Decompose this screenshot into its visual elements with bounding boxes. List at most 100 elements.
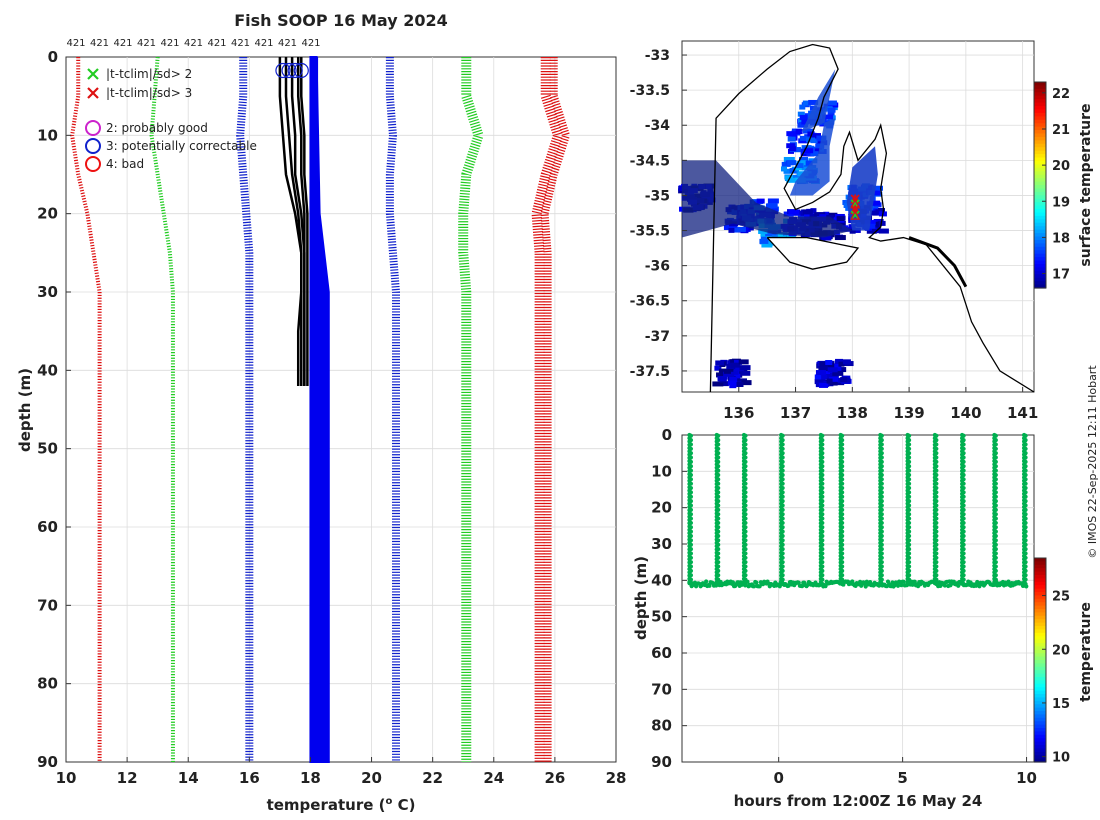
timeseries-y-tick-label: 0 (662, 426, 672, 444)
timeseries-point (934, 433, 939, 438)
timeseries-point (716, 568, 721, 573)
timeseries-point (716, 485, 721, 491)
timeseries-point (716, 564, 721, 569)
timeseries-point (1023, 490, 1028, 495)
timeseries-colorbar-segment (1034, 700, 1046, 705)
timeseries-point (934, 516, 939, 521)
map-colorbar-segment (1034, 263, 1046, 268)
timeseries-point (993, 494, 998, 499)
timeseries-point (934, 446, 939, 451)
timeseries-point (993, 525, 998, 530)
timeseries-point (961, 529, 966, 534)
profile-blue-band (309, 56, 330, 763)
timeseries-point (961, 525, 966, 530)
sst-cell (838, 361, 845, 367)
timeseries-point (1023, 507, 1028, 512)
profile-y-tick-label: 90 (37, 753, 58, 771)
timeseries-point (743, 503, 748, 508)
timeseries-point (934, 551, 939, 556)
timeseries-point (1023, 512, 1028, 517)
timeseries-point (906, 485, 912, 491)
timeseries-point (906, 542, 912, 547)
timeseries-point (961, 433, 966, 438)
timeseries-point (780, 507, 785, 512)
timeseries-point (743, 481, 748, 486)
timeseries-point (840, 472, 845, 478)
map-colorbar-segment (1034, 257, 1046, 262)
timeseries-point (934, 459, 939, 464)
measured-profile (300, 57, 309, 386)
sst-cell (736, 378, 748, 384)
map-x-tick-label: 140 (950, 404, 981, 422)
timeseries-point (993, 546, 998, 552)
profile-y-tick-label: 0 (48, 48, 58, 66)
map-colorbar-segment (1034, 119, 1046, 124)
sst-cell (819, 361, 831, 367)
legend-label: 4: bad (106, 157, 144, 171)
timeseries-point (688, 516, 694, 521)
timeseries-point (1023, 573, 1028, 578)
timeseries-point (993, 472, 998, 478)
sst-cell (827, 367, 838, 373)
timeseries-point (716, 533, 721, 539)
timeseries-point (879, 481, 884, 486)
timeseries-point (906, 507, 912, 512)
timeseries-point (688, 560, 694, 565)
timeseries-point (879, 520, 884, 526)
timeseries-point (840, 499, 845, 504)
timeseries-point (840, 464, 845, 469)
timeseries-point (934, 581, 939, 587)
timeseries-point (934, 573, 939, 578)
timeseries-point (688, 525, 694, 530)
map-colorbar-segment (1034, 277, 1046, 282)
sst-cell (878, 228, 889, 234)
map-colorbar-segment (1034, 123, 1046, 128)
timeseries-point (688, 433, 694, 438)
timeseries-point (780, 485, 785, 491)
timeseries-point (993, 520, 998, 526)
timeseries-point (993, 437, 998, 443)
timeseries-point (820, 459, 825, 464)
timeseries-point (879, 437, 884, 443)
map-colorbar-segment (1034, 185, 1046, 190)
timeseries-y-tick-label: 70 (651, 680, 672, 698)
sst-cell (836, 216, 845, 222)
timeseries-point (820, 581, 825, 587)
profile-title: Fish SOOP 16 May 2024 (234, 11, 448, 30)
sst-cell (802, 128, 814, 134)
timeseries-point (993, 577, 998, 582)
timeseries-axes: 0 5 10 0 10 20 30 40 50 60 70 80 90 (651, 426, 1037, 787)
timeseries-colorbar-segment (1034, 714, 1046, 719)
map-colorbar-segment (1034, 267, 1046, 272)
climatology-curve (70, 57, 102, 762)
timeseries-point (752, 584, 757, 589)
sst-cell (814, 379, 826, 385)
timeseries-point (820, 477, 825, 482)
timeseries-point (840, 455, 845, 460)
timeseries-point (906, 490, 912, 495)
timeseries-point (780, 546, 785, 552)
timeseries-point (688, 499, 694, 504)
timeseries-colorbar-segment (1034, 745, 1046, 749)
timeseries-point (743, 464, 748, 469)
timeseries-point (743, 529, 748, 534)
timeseries-colorbar-segment (1034, 568, 1046, 573)
sst-cell (797, 213, 808, 219)
timeseries-point (840, 525, 845, 530)
timeseries-point (993, 568, 998, 573)
map-colorbar-segment (1034, 239, 1046, 244)
map-colorbar-segment (1034, 270, 1046, 275)
timeseries-point (716, 551, 721, 556)
profile-measured-lines (278, 57, 309, 386)
map-colorbar-segment (1034, 226, 1046, 231)
timeseries-point (906, 581, 912, 587)
sst-cell (714, 365, 722, 371)
timeseries-colorbar-segment (1034, 741, 1046, 746)
sst-cell (789, 168, 796, 174)
timeseries-point (707, 583, 712, 588)
timeseries-y-tick-label: 90 (651, 753, 672, 771)
measured-profile (296, 57, 306, 386)
track-triangle (850, 198, 861, 209)
timeseries-point (895, 583, 901, 588)
timeseries-point (716, 529, 721, 534)
